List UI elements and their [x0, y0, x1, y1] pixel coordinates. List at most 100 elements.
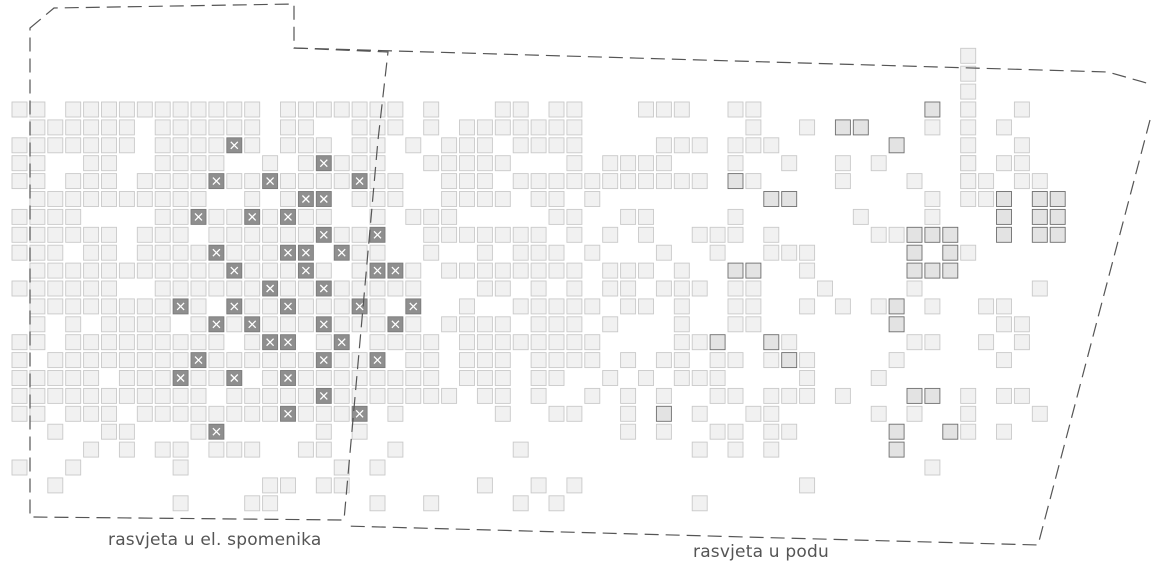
paving-cell	[297, 119, 314, 136]
paving-cell	[978, 191, 995, 207]
paving-cell	[297, 387, 314, 404]
paving-cell	[423, 370, 440, 386]
paving-cell	[906, 334, 923, 351]
marked-paving-cell	[852, 119, 869, 136]
paving-cell	[405, 352, 422, 369]
paving-cell	[888, 226, 905, 243]
paving-cell	[262, 477, 279, 494]
paving-cell	[673, 352, 690, 369]
paving-cell	[655, 155, 672, 172]
paving-cell	[136, 191, 153, 207]
paving-cell	[244, 101, 261, 118]
paving-cell	[29, 298, 46, 315]
paving-cell	[799, 244, 816, 261]
marked-paving-cell	[1049, 208, 1066, 225]
paving-cell	[423, 244, 440, 261]
paving-cell	[65, 370, 82, 386]
monument-zone-boundary	[29, 3, 389, 521]
paving-cell	[280, 101, 296, 118]
paving-cell	[315, 298, 332, 315]
paving-cell	[423, 495, 440, 512]
paving-cell	[172, 244, 189, 261]
paving-cell	[548, 208, 565, 225]
paving-cell	[494, 334, 511, 351]
paving-cell	[154, 173, 171, 190]
paving-cell	[745, 298, 762, 315]
paving-cell	[190, 316, 207, 333]
paving-cell	[172, 226, 189, 243]
paving-cell	[172, 387, 189, 404]
paving-cell	[118, 262, 135, 279]
paving-cell	[387, 370, 404, 386]
x-mark-icon	[319, 230, 328, 239]
paving-cell	[530, 387, 547, 404]
paving-cell	[172, 334, 189, 351]
x-mark-icon	[319, 320, 328, 329]
paving-cell	[244, 119, 261, 136]
paving-cell	[512, 173, 529, 190]
paving-cell	[584, 298, 601, 315]
paving-cell	[65, 334, 82, 351]
paving-cell	[691, 441, 708, 458]
x-mark-icon	[319, 195, 328, 203]
paving-cell	[423, 208, 440, 225]
paving-cell	[47, 423, 64, 440]
paving-cell	[405, 370, 422, 386]
paving-cell	[781, 387, 798, 404]
paving-cell	[459, 173, 475, 190]
paving-cell	[226, 173, 243, 190]
x-mark-icon	[301, 248, 310, 257]
paving-cell	[369, 334, 386, 351]
paving-cell	[136, 405, 153, 422]
paving-cell	[208, 405, 225, 422]
paving-cell	[208, 352, 225, 369]
paving-cell	[280, 262, 296, 279]
paving-cell	[423, 101, 440, 118]
paving-cell	[333, 101, 350, 118]
marked-paving-cell	[888, 423, 905, 440]
paving-cell	[566, 334, 583, 351]
paving-cell	[190, 423, 207, 440]
paving-cell	[602, 173, 619, 190]
paving-cell	[208, 226, 225, 243]
paving-cell	[781, 423, 798, 440]
paving-cell	[387, 387, 404, 404]
paving-cell	[315, 262, 332, 279]
paving-cell	[763, 441, 780, 458]
paving-cell	[906, 405, 923, 422]
paving-cell	[405, 316, 422, 333]
paving-cell	[727, 423, 744, 440]
paving-cell	[65, 173, 82, 190]
paving-cell	[297, 405, 314, 422]
paving-cell	[566, 173, 583, 190]
paving-cell	[101, 405, 117, 422]
paving-cell	[369, 244, 386, 261]
paving-cell	[960, 65, 977, 82]
paving-cell	[494, 370, 511, 386]
paving-cell	[29, 208, 46, 225]
paving-cell	[315, 370, 332, 386]
paving-cell	[799, 262, 816, 279]
paving-cell	[244, 137, 261, 154]
paving-cell	[638, 262, 654, 279]
paving-cell	[208, 441, 225, 458]
marked-paving-cell	[727, 262, 744, 279]
paving-cell	[638, 155, 654, 172]
paving-cell	[459, 137, 475, 154]
paving-cell	[11, 370, 28, 386]
paving-cell	[333, 405, 350, 422]
paving-cell	[602, 226, 619, 243]
paving-cell	[512, 119, 529, 136]
paving-cell	[83, 262, 100, 279]
paving-cell	[996, 352, 1012, 369]
paving-cell	[47, 191, 64, 207]
paving-cell	[960, 387, 977, 404]
paving-cell	[494, 226, 511, 243]
paving-cell	[280, 477, 296, 494]
paving-cell	[763, 387, 780, 404]
paving-cell	[852, 208, 869, 225]
paving-cell	[1013, 316, 1030, 333]
paving-cell	[978, 334, 995, 351]
paving-cell	[11, 173, 28, 190]
